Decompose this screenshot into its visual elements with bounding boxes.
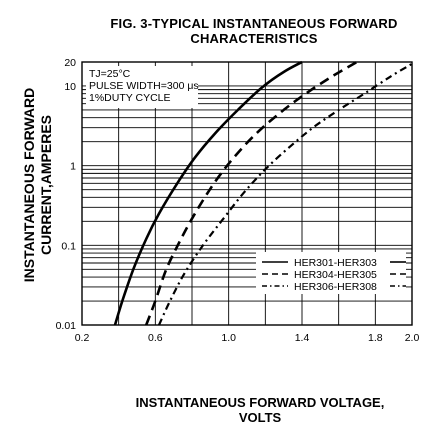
plot-frame <box>81 61 413 326</box>
x-tick-label: 0.2 <box>75 332 90 344</box>
y-axis-label-line1: INSTANTANEOUS FORWARD <box>21 88 37 282</box>
annotation-line: TJ=25°C <box>89 68 131 80</box>
y-axis-label-line2: CURRENT,AMPERES <box>38 115 54 255</box>
chart-title: FIG. 3-TYPICAL INSTANTANEOUS FORWARD <box>110 16 398 31</box>
annotation-line: 1%DUTY CYCLE <box>89 92 171 104</box>
series-line-her306-her308 <box>157 62 413 326</box>
y-axis-label: INSTANTANEOUS FORWARD CURRENT,AMPERES <box>14 60 58 310</box>
y-tick-label: 20 <box>64 57 76 69</box>
annotation-box <box>86 66 198 108</box>
x-axis-label-line1: INSTANTANEOUS FORWARD VOLTAGE, <box>135 395 385 410</box>
legend-entry: HER304-HER305 <box>294 269 377 281</box>
x-tick-label: 1.8 <box>368 332 383 344</box>
y-tick-label: 0.01 <box>56 320 77 332</box>
x-tick-label: 0.6 <box>148 332 163 344</box>
y-tick-label: 1 <box>70 161 76 173</box>
x-tick-label: 1.4 <box>295 332 310 344</box>
x-tick-label: 1.0 <box>221 332 236 344</box>
series-line-her304-her305 <box>144 60 358 326</box>
legend-entry: HER306-HER308 <box>294 281 377 293</box>
legend-entry: HER301-HER303 <box>294 257 377 269</box>
x-axis-label-line2: VOLTS <box>238 410 282 425</box>
annotation-line: PULSE WIDTH=300 μs <box>89 80 199 92</box>
x-tick-label: 2.0 <box>405 332 420 344</box>
y-tick-label: 0.1 <box>61 240 76 252</box>
y-tick-label: 10 <box>64 81 76 93</box>
legend-box <box>256 252 406 294</box>
series-line-her301-her303 <box>113 60 303 326</box>
chart-subtitle: CHARACTERISTICS <box>190 31 318 46</box>
